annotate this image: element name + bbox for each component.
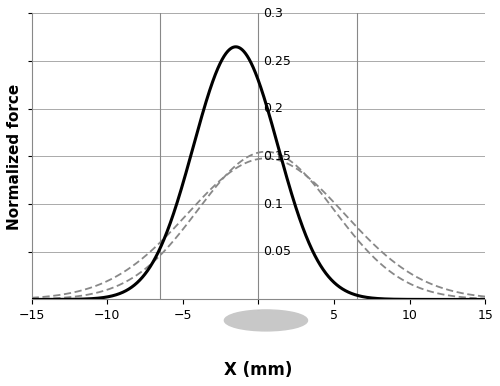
Y-axis label: Normalized force: Normalized force [7, 83, 22, 230]
Text: 0.15: 0.15 [263, 150, 291, 163]
Ellipse shape [224, 310, 308, 331]
Text: 0.2: 0.2 [263, 102, 283, 115]
Text: 0.3: 0.3 [263, 7, 283, 20]
Text: 0.25: 0.25 [263, 54, 291, 68]
Text: 0.05: 0.05 [263, 245, 291, 258]
Text: 0.1: 0.1 [263, 198, 283, 211]
X-axis label: X (mm): X (mm) [224, 361, 292, 379]
